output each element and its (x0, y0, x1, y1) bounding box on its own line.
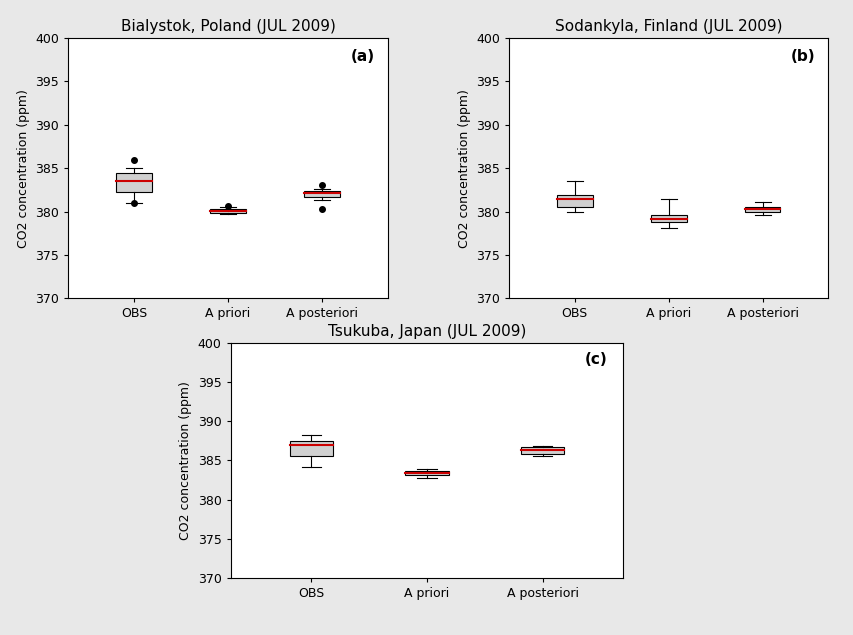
Bar (210, 209, 246, 213)
Text: (c): (c) (584, 352, 607, 367)
Title: Bialystok, Poland (JUL 2009): Bialystok, Poland (JUL 2009) (120, 19, 335, 34)
Bar (744, 207, 780, 211)
Text: (b): (b) (790, 48, 815, 64)
Bar (650, 215, 686, 222)
Y-axis label: CO2 concentration (ppm): CO2 concentration (ppm) (179, 381, 192, 540)
Text: (a): (a) (351, 48, 374, 64)
Y-axis label: CO2 concentration (ppm): CO2 concentration (ppm) (17, 89, 30, 248)
Title: Sodankyla, Finland (JUL 2009): Sodankyla, Finland (JUL 2009) (554, 19, 781, 34)
Bar (556, 195, 592, 207)
Bar (404, 471, 449, 475)
Bar (520, 448, 564, 454)
Title: Tsukuba, Japan (JUL 2009): Tsukuba, Japan (JUL 2009) (328, 324, 525, 339)
Bar (289, 441, 333, 457)
Bar (116, 173, 152, 192)
Y-axis label: CO2 concentration (ppm): CO2 concentration (ppm) (457, 89, 470, 248)
Bar (304, 191, 339, 197)
